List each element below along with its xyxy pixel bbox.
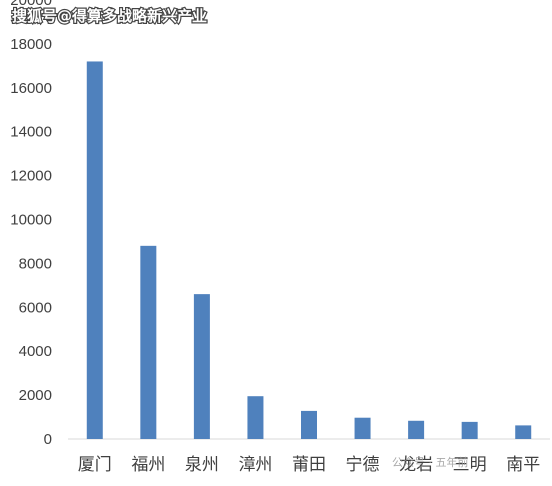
x-tick-label: 漳州: [238, 455, 272, 475]
x-tick-label: 宁德: [346, 455, 380, 475]
watermark-top: 搜狐号@得算多战略新兴产业: [12, 7, 207, 25]
bar-5: [354, 417, 371, 439]
bar-4: [301, 410, 317, 439]
y-tick-label: 8000: [19, 255, 52, 272]
x-tick-label: 三明: [453, 455, 487, 475]
bar-8: [515, 425, 532, 439]
bars: [86, 61, 532, 440]
y-tick-label: 18000: [10, 36, 52, 53]
y-tick-label: 4000: [19, 343, 52, 360]
y-tick-label: 20000: [10, 0, 52, 9]
watermark-bottom: 公众号 · 五年前: [392, 455, 469, 469]
x-tick-label: 厦门: [78, 455, 112, 475]
bar-2: [193, 294, 210, 439]
bar-7: [461, 421, 478, 439]
x-axis-ticks: 厦门 福州 泉州 漳州 莆田 宁德 龙岩 三明 南平: [78, 455, 540, 475]
y-tick-label: 6000: [19, 299, 52, 316]
x-tick-label: 泉州: [185, 455, 219, 475]
y-tick-label: 2000: [19, 387, 52, 404]
y-tick-label: 10000: [10, 212, 52, 229]
y-tick-label: 14000: [10, 124, 52, 141]
x-tick-label: 莆田: [292, 455, 326, 475]
x-tick-label: 南平: [506, 455, 540, 475]
bar-0: [86, 61, 103, 440]
y-tick-label: 12000: [10, 168, 52, 185]
y-tick-label: 0: [44, 431, 52, 448]
bar-3: [247, 396, 264, 439]
x-tick-label: 福州: [131, 455, 165, 475]
bar-6: [408, 420, 425, 439]
x-tick-label: 龙岩: [399, 455, 433, 475]
bar-1: [140, 245, 157, 439]
y-axis-ticks: 0 2000 4000 6000 8000 10000 12000 14000 16000 180…: [10, 0, 52, 448]
y-tick-label: 16000: [10, 80, 52, 97]
